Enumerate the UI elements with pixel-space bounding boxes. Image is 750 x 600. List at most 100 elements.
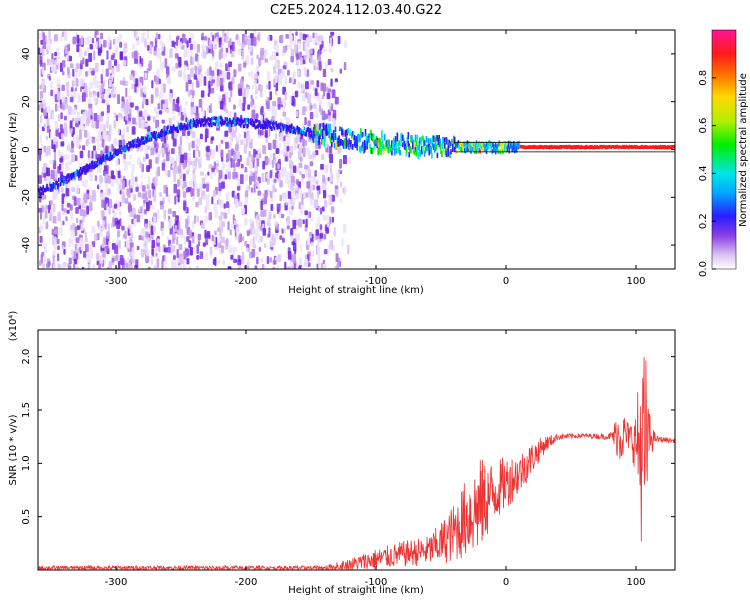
noise-cell	[147, 145, 151, 151]
ridge-cell	[653, 146, 655, 149]
noise-cell	[188, 240, 192, 249]
ridge-cell	[156, 133, 158, 138]
ridge-cell	[95, 160, 97, 164]
noise-cell	[126, 126, 130, 133]
noise-cell	[287, 69, 290, 76]
ridge-cell	[497, 142, 500, 147]
noise-cell	[254, 170, 257, 181]
noise-cell	[76, 34, 80, 44]
noise-cell	[260, 236, 263, 243]
noise-cell	[54, 59, 59, 66]
ridge-cell	[412, 141, 414, 147]
noise-cell	[297, 41, 302, 50]
noise-cell	[226, 238, 229, 247]
ridge-cell	[66, 179, 68, 184]
ridge-cell	[200, 118, 203, 123]
noise-cell	[87, 252, 91, 263]
ridge-cell	[337, 137, 339, 144]
ridge-cell	[351, 144, 353, 150]
noise-cell	[275, 44, 279, 52]
ridge-cell	[102, 157, 105, 161]
noise-cell	[244, 190, 248, 198]
noise-cell	[295, 59, 299, 66]
noise-cell	[115, 223, 120, 229]
ridge-cell	[134, 141, 137, 145]
noise-cell	[343, 185, 346, 195]
x-tick-label: 100	[626, 577, 645, 588]
ridge-cell	[410, 135, 412, 143]
ridge-cell	[583, 145, 585, 149]
noise-cell	[314, 199, 319, 209]
noise-cell	[286, 171, 289, 179]
ridge-cell	[96, 163, 98, 168]
snr-y-label: SNR (10 * v/v)	[8, 414, 19, 485]
noise-cell	[246, 157, 250, 166]
noise-cell	[88, 136, 93, 141]
ridge-cell	[87, 168, 89, 173]
ridge-cell	[420, 138, 422, 146]
ridge-cell	[140, 136, 143, 140]
ridge-cell	[402, 134, 404, 141]
ridge-cell	[511, 148, 513, 153]
ridge-cell	[210, 117, 213, 121]
ridge-cell	[442, 144, 444, 149]
ridge-cell	[285, 128, 288, 133]
ridge-cell	[442, 137, 445, 144]
ridge-cell	[91, 163, 94, 167]
ridge-cell	[104, 159, 106, 163]
ridge-cell	[438, 135, 440, 143]
ridge-cell	[170, 128, 173, 133]
ridge-cell	[245, 120, 248, 125]
noise-cell	[41, 143, 44, 149]
ridge-cell	[247, 118, 249, 122]
noise-cell	[210, 136, 215, 141]
noise-cell	[56, 104, 59, 111]
noise-cell	[94, 32, 97, 38]
ridge-cell	[159, 130, 162, 134]
noise-cell	[94, 137, 98, 143]
noise-cell	[82, 209, 87, 217]
noise-cell	[308, 169, 311, 178]
noise-cell	[49, 82, 54, 88]
noise-cell	[224, 92, 229, 100]
ridge-cell	[467, 146, 470, 152]
noise-cell	[191, 90, 195, 99]
noise-cell	[65, 216, 68, 222]
ridge-cell	[629, 145, 632, 149]
ridge-cell	[339, 126, 341, 132]
noise-cell	[337, 173, 340, 184]
ridge-cell	[273, 126, 276, 131]
ridge-cell	[317, 131, 319, 139]
ridge-cell	[67, 175, 69, 180]
ridge-cell	[614, 145, 617, 149]
noise-cell	[289, 35, 293, 45]
ridge-cell	[345, 141, 348, 149]
ridge-cell	[138, 143, 140, 147]
ridge-cell	[485, 141, 488, 147]
noise-cell	[218, 219, 222, 227]
noise-cell	[176, 36, 179, 46]
noise-cell	[283, 228, 286, 235]
ridge-cell	[139, 142, 142, 146]
ridge-cell	[659, 144, 662, 149]
noise-cell	[41, 251, 45, 257]
ridge-cell	[86, 163, 88, 168]
noise-cell	[93, 113, 98, 122]
noise-cell	[193, 40, 196, 51]
ridge-cell	[632, 146, 634, 149]
noise-cell	[38, 175, 42, 184]
ridge-cell	[425, 144, 428, 151]
noise-cell	[161, 43, 164, 52]
noise-cell	[320, 207, 323, 215]
noise-cell	[189, 33, 194, 40]
ridge-cell	[518, 143, 521, 148]
snr-x-label: Height of straight line (km)	[288, 585, 424, 596]
noise-cell	[293, 36, 296, 45]
noise-cell	[282, 68, 286, 78]
colorbar: 0.00.20.40.60.8 Normalized spectral ampl…	[698, 29, 749, 277]
noise-cell	[314, 88, 318, 96]
noise-cell	[284, 91, 288, 101]
noise-cell	[317, 239, 320, 250]
ridge-cell	[299, 130, 301, 134]
noise-cell	[106, 112, 110, 122]
